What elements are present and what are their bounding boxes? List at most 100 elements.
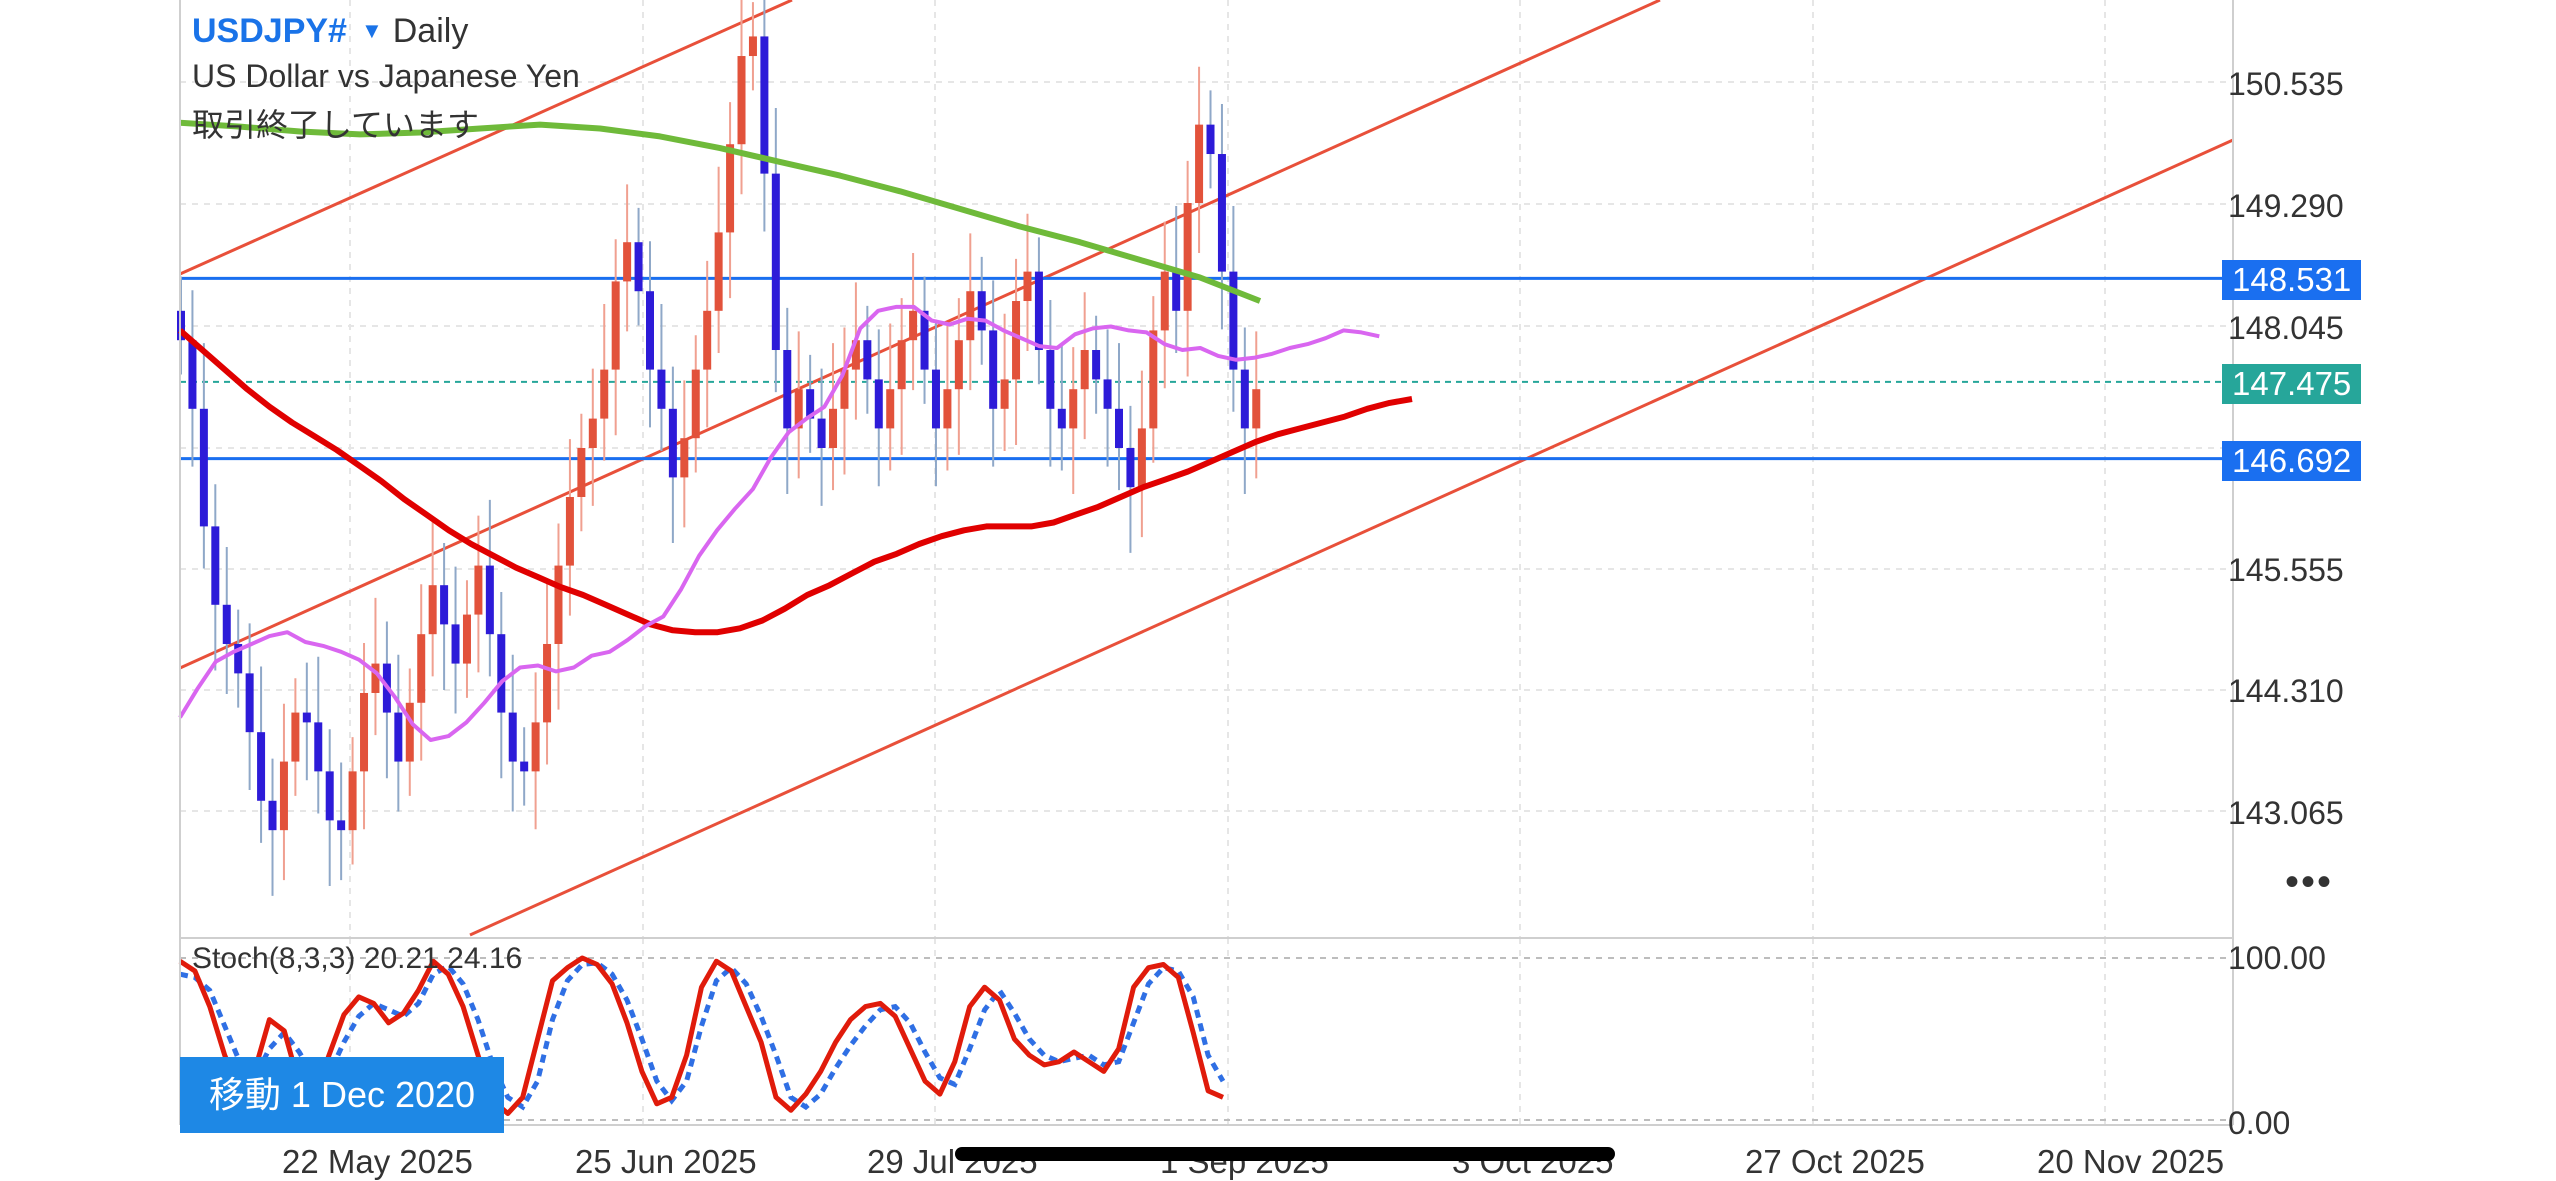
candle-body bbox=[771, 173, 780, 351]
candle-body bbox=[645, 291, 654, 370]
channel-line-lower bbox=[469, 138, 2234, 937]
candle-body bbox=[783, 350, 792, 429]
channel-line-upper bbox=[179, 0, 793, 276]
candle-body bbox=[360, 692, 369, 772]
candle-body bbox=[371, 663, 380, 693]
candle-body bbox=[737, 56, 746, 145]
candle-body bbox=[668, 408, 677, 478]
candle-body bbox=[1252, 389, 1261, 429]
candle-body bbox=[1160, 271, 1169, 331]
candle-body bbox=[931, 369, 940, 429]
candle-body bbox=[1000, 379, 1009, 409]
candle-body bbox=[794, 389, 803, 429]
candle-body bbox=[1126, 448, 1135, 488]
candle-body bbox=[600, 369, 609, 419]
stoch-k-line bbox=[178, 955, 1224, 1116]
candle-body bbox=[405, 702, 414, 762]
price-axis-label: 150.535 bbox=[2228, 66, 2344, 102]
candle-body bbox=[874, 379, 883, 429]
symbol-selector[interactable]: USDJPY# ▼ Daily bbox=[192, 12, 468, 51]
candle-body bbox=[920, 310, 929, 370]
candle-body bbox=[337, 820, 346, 831]
candle-body bbox=[1114, 408, 1123, 448]
moving-averages bbox=[178, 119, 1413, 742]
horizontal-levels bbox=[180, 276, 2233, 461]
candle-body bbox=[691, 369, 700, 439]
ma-fast-line bbox=[178, 304, 1380, 742]
candle-body bbox=[760, 36, 769, 174]
candle-body bbox=[1229, 271, 1238, 370]
candle-body bbox=[1195, 124, 1204, 204]
candle-body bbox=[1080, 350, 1089, 390]
candle-body bbox=[1046, 350, 1055, 409]
channel-line-mid bbox=[179, 0, 1661, 670]
candle-body bbox=[302, 712, 311, 723]
candle-body bbox=[886, 389, 895, 429]
candle-body bbox=[1103, 379, 1112, 409]
candle-body bbox=[703, 310, 712, 370]
chart-frame bbox=[179, 0, 2234, 1126]
candle-body bbox=[726, 144, 735, 233]
candle-body bbox=[257, 732, 266, 801]
candle-body bbox=[829, 408, 838, 448]
candle-body bbox=[417, 634, 426, 703]
candle-body bbox=[508, 712, 517, 762]
candle-body bbox=[199, 408, 208, 527]
symbol-description: US Dollar vs Japanese Yen bbox=[192, 58, 580, 94]
candle-body bbox=[806, 389, 815, 419]
candle-body bbox=[748, 36, 757, 57]
candle-body bbox=[863, 340, 872, 380]
candle-body bbox=[966, 291, 975, 341]
candle-body bbox=[897, 340, 906, 390]
candle-body bbox=[565, 496, 574, 566]
candle-body bbox=[611, 281, 620, 370]
candle-body bbox=[989, 330, 998, 409]
candle-body bbox=[314, 722, 323, 772]
candle-body bbox=[245, 673, 254, 733]
price-axis-label: 144.310 bbox=[2228, 673, 2344, 709]
more-options-icon[interactable]: ••• bbox=[2285, 860, 2334, 904]
triangle-down-icon[interactable]: ▼ bbox=[360, 18, 383, 43]
candle-body bbox=[840, 369, 849, 409]
stoch-axis-label: 0.00 bbox=[2228, 1105, 2291, 1141]
candle-body bbox=[1206, 124, 1215, 155]
candle-body bbox=[577, 448, 586, 497]
candle-body bbox=[1034, 271, 1043, 351]
candle-body bbox=[1137, 428, 1146, 488]
goto-date-button[interactable]: 移動 1 Dec 2020 bbox=[180, 1057, 504, 1133]
candle-body bbox=[588, 418, 597, 448]
ma-mid-line bbox=[178, 328, 1413, 636]
timeframe-label[interactable]: Daily bbox=[392, 12, 469, 50]
candle-body bbox=[279, 761, 288, 831]
candle-body bbox=[634, 242, 643, 292]
level-price-tag: 146.692 bbox=[2222, 441, 2362, 481]
time-axis-label: 20 Nov 2025 bbox=[2037, 1143, 2225, 1180]
candle-body bbox=[909, 310, 918, 341]
stochastic-label: Stoch(8,3,3) 20.21 24.16 bbox=[192, 942, 523, 975]
candle-body bbox=[462, 614, 471, 664]
candle-body bbox=[485, 565, 494, 635]
candle-body bbox=[474, 565, 483, 615]
candle-body bbox=[657, 369, 666, 409]
candle-body bbox=[543, 643, 552, 723]
time-axis-label: 25 Jun 2025 bbox=[575, 1143, 757, 1180]
time-axis-label: 27 Oct 2025 bbox=[1745, 1143, 1925, 1180]
candle-body bbox=[211, 526, 220, 605]
candle-body bbox=[451, 624, 460, 664]
candle-body bbox=[623, 242, 632, 282]
candle-body bbox=[325, 771, 334, 821]
stoch-axis-label: 100.00 bbox=[2228, 940, 2326, 976]
candle-body bbox=[1183, 203, 1192, 311]
home-indicator[interactable] bbox=[955, 1147, 1615, 1161]
level-price-tag: 148.531 bbox=[2222, 260, 2362, 300]
candle-body bbox=[188, 340, 197, 409]
candle-body bbox=[554, 565, 563, 644]
price-axis-label: 149.290 bbox=[2228, 188, 2344, 224]
current-price-tag: 147.475 bbox=[2222, 364, 2362, 404]
ma-slow-line bbox=[179, 119, 1262, 304]
candle-body bbox=[1217, 154, 1226, 272]
candle-body bbox=[440, 585, 449, 625]
symbol-name[interactable]: USDJPY# bbox=[192, 12, 347, 50]
